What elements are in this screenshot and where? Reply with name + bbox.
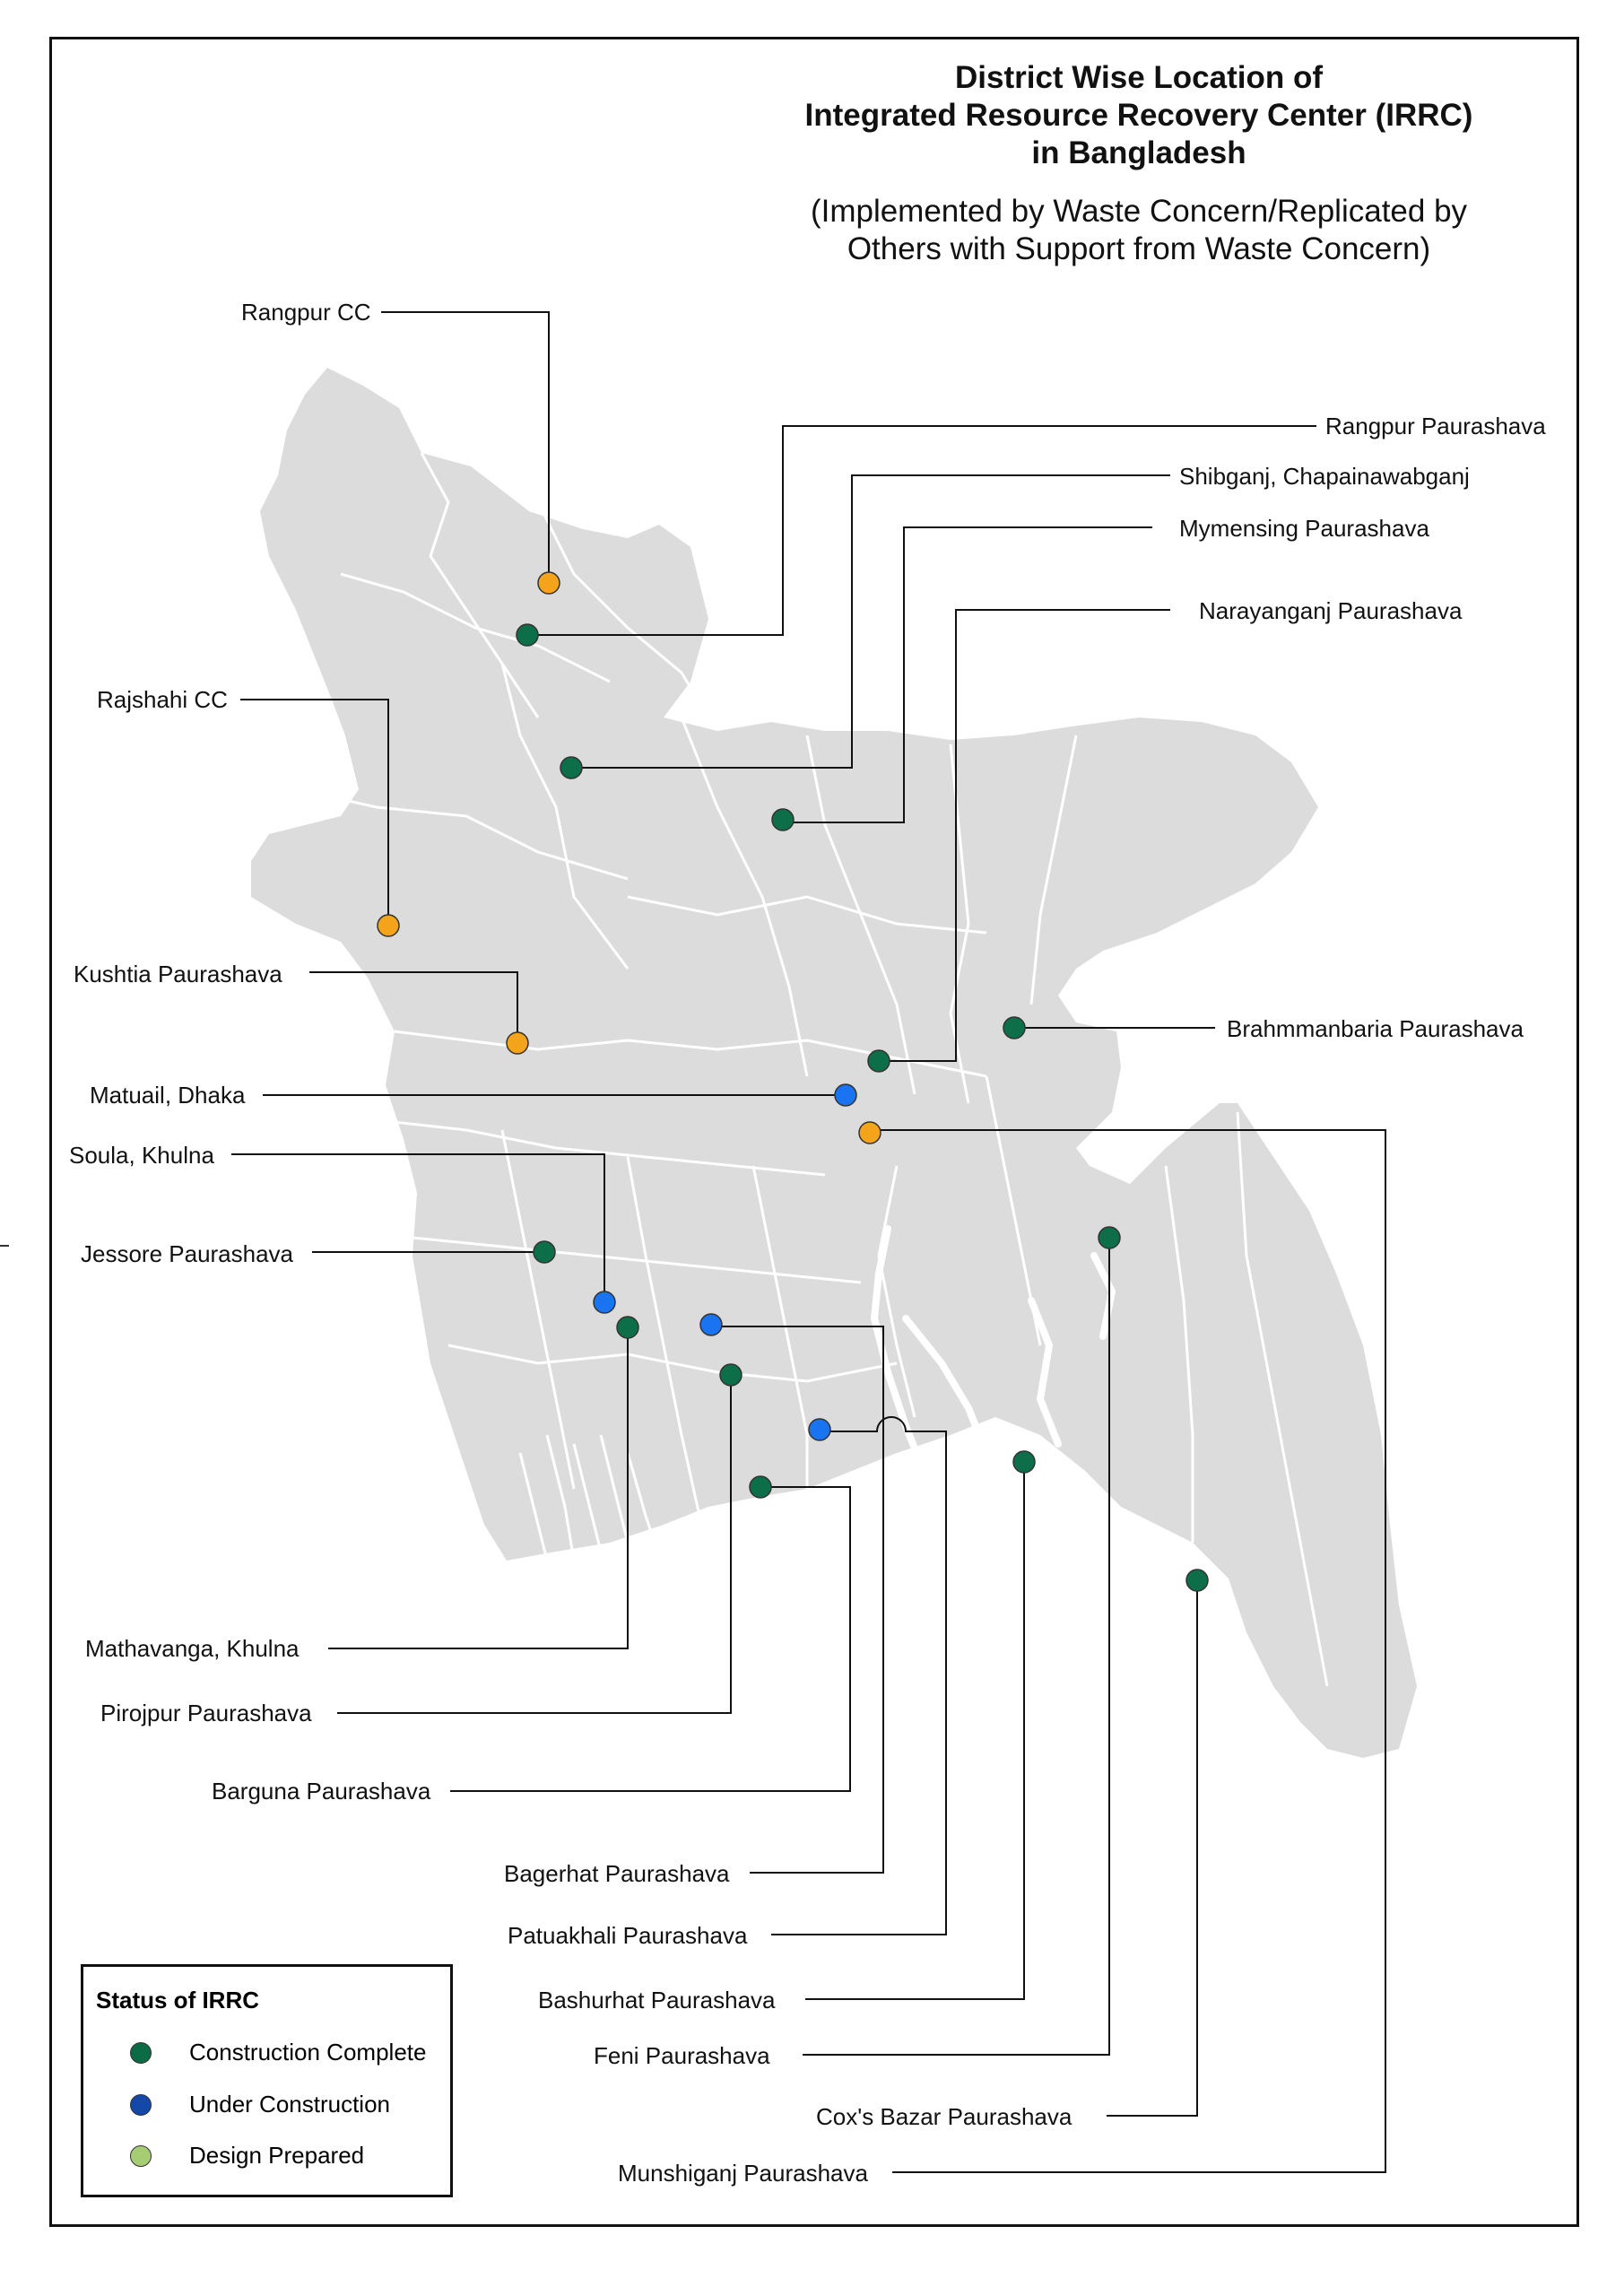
label-soula: Soula, Khulna (69, 1142, 214, 1169)
label-brahmmanbaria: Brahmmanbaria Paurashava (1227, 1015, 1524, 1042)
label-matuail: Matuail, Dhaka (90, 1082, 246, 1109)
leader-lines (231, 311, 1386, 2173)
marker-kushtia (506, 1031, 529, 1055)
leader-narayanganj (879, 609, 1170, 1062)
marker-brahmmanbaria (1003, 1016, 1026, 1039)
marker-barguna (749, 1475, 772, 1499)
marker-narayanganj (867, 1049, 890, 1073)
sundarbans-channels (518, 1434, 656, 1561)
label-feni: Feni Paurashava (594, 2042, 770, 2069)
label-bashurhat: Bashurhat Paurashava (538, 1987, 776, 2013)
label-rangpur-cc: Rangpur CC (241, 299, 371, 326)
leader-shibganj (571, 474, 1170, 769)
legend-dot-construction-complete (130, 2042, 152, 2064)
marker-mathavanga (616, 1316, 639, 1339)
marker-rangpur-cc (537, 571, 560, 595)
marker-jessore (533, 1240, 556, 1264)
marker-shibganj (560, 756, 583, 779)
marker-bashurhat (1012, 1450, 1036, 1474)
label-jessore: Jessore Paurashava (81, 1240, 294, 1267)
label-shibganj: Shibganj, Chapainawabganj (1179, 463, 1470, 490)
marker-pirojpur (719, 1363, 743, 1387)
leader-feni (803, 1238, 1110, 2056)
map-title-line-2: Integrated Resource Recovery Center (IRR… (804, 98, 1473, 133)
legend-dot-under-construction (130, 2094, 152, 2116)
leader-rajshahi-cc (240, 699, 389, 926)
label-kushtia: Kushtia Paurashava (74, 961, 282, 987)
label-pirojpur: Pirojpur Paurashava (100, 1700, 312, 1726)
label-mathavanga: Mathavanga, Khulna (85, 1635, 300, 1662)
marker-patuakhali (808, 1418, 831, 1441)
marker-munshiganj (858, 1121, 881, 1144)
leader-kushtia (309, 971, 518, 1043)
map-title-line-1: District Wise Location of (954, 60, 1323, 95)
map-frame (49, 37, 1579, 2227)
map-title-line-3: in Bangladesh (1031, 135, 1246, 170)
label-mymensing: Mymensing Paurashava (1179, 515, 1429, 542)
leader-barguna (450, 1486, 851, 1792)
map-subtitle-line-1: (Implemented by Waste Concern/Replicated… (810, 194, 1468, 229)
label-patuakhali: Patuakhali Paurashava (508, 1922, 748, 1949)
leader-munshiganj (870, 1129, 1386, 2173)
legend-label-design-prepared: Design Prepared (189, 2142, 365, 2169)
marker-soula (593, 1291, 616, 1314)
leader-pirojpur (337, 1375, 732, 1714)
legend-title: Status of IRRC (96, 1987, 259, 2013)
leader-mymensing (783, 526, 1152, 823)
label-narayanganj: Narayanganj Paurashava (1199, 597, 1463, 624)
marker-bagerhat (699, 1313, 723, 1336)
leader-bagerhat (711, 1326, 884, 1874)
leader-patuakhali (771, 1416, 947, 1935)
leader-rangpur-cc (381, 311, 550, 583)
marker-feni (1098, 1226, 1121, 1249)
label-coxs-bazar: Cox's Bazar Paurashava (816, 2103, 1073, 2130)
leader-rangpur-paurashava (527, 425, 1316, 636)
leader-coxs-bazar (1107, 1580, 1198, 2117)
edge-tick (0, 1245, 9, 1247)
marker-rangpur-paurashava (516, 623, 539, 647)
markers (377, 571, 1209, 1592)
rivers (870, 1225, 1116, 1474)
label-bagerhat: Bagerhat Paurashava (504, 1860, 730, 1887)
leader-soula (231, 1153, 605, 1302)
legend-label-construction-complete: Construction Complete (189, 2039, 427, 2066)
leader-mathavanga (328, 1327, 629, 1649)
marker-rajshahi-cc (377, 914, 400, 937)
marker-coxs-bazar (1185, 1569, 1209, 1592)
label-rangpur-paurashava: Rangpur Paurashava (1325, 413, 1546, 439)
label-barguna: Barguna Paurashava (212, 1778, 431, 1805)
label-munshiganj: Munshiganj Paurashava (618, 2160, 868, 2187)
label-rajshahi-cc: Rajshahi CC (97, 686, 228, 713)
map-subtitle-line-2: Others with Support from Waste Concern) (847, 231, 1431, 266)
legend-label-under-construction: Under Construction (189, 2091, 390, 2118)
leader-bashurhat (805, 1462, 1025, 2000)
marker-mymensing (771, 808, 795, 831)
legend-dot-design-prepared (130, 2145, 152, 2167)
legend: Status of IRRC Construction Complete Und… (81, 1964, 453, 2197)
bangladesh-landmass (251, 368, 1417, 1758)
marker-matuail (834, 1083, 857, 1107)
